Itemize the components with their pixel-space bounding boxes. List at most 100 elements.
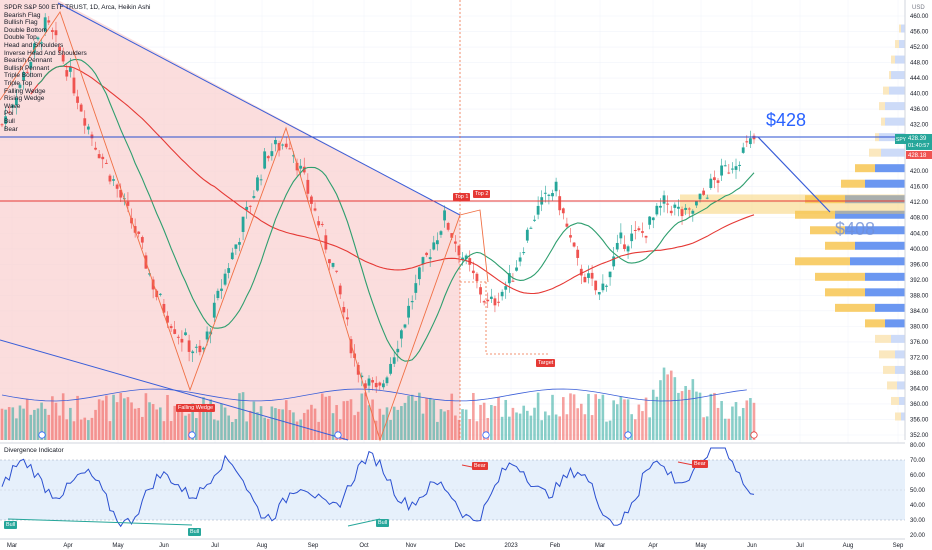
candle-body [608,271,612,278]
event-markers[interactable] [38,431,758,439]
volume-bar [266,418,270,440]
indicator-tick: 60.00 [910,473,926,479]
time-tick: Jul [211,543,219,549]
candle-body [461,257,464,260]
candle-body [317,221,321,226]
candle-body [22,72,25,81]
volume-bar [79,419,83,440]
volume-bar [414,400,418,440]
candle-body [738,164,742,166]
candle-body [58,46,61,51]
pattern-item: Inverse Head And Shoulders [4,49,87,57]
volume-bar [338,419,342,440]
candle-body [274,139,277,145]
candle-body [626,246,630,252]
dividend-icon[interactable] [334,431,342,439]
candle-body [482,301,486,303]
volume-bar [256,412,259,440]
candle-body [525,229,529,241]
price-tick: 412.00 [910,200,929,206]
price-axis[interactable]: USD 460.00 456.00 452.00 448.00 444.00 440.00 4… [895,0,932,440]
volume-bar [680,391,684,440]
dividend-icon[interactable] [188,431,196,439]
time-tick: May [112,543,123,549]
dividend-icon[interactable] [38,431,46,439]
candle-body [464,255,468,260]
candle-body [389,363,392,374]
candle-body [40,42,43,44]
bull-divergence-line-2 [347,518,381,527]
volume-bar [479,404,482,440]
earnings-icon[interactable] [750,431,758,439]
candle-body [536,205,540,215]
candle-body [677,206,680,209]
volume-bar [662,367,666,440]
candle-body [256,177,259,191]
volume-bar [295,421,299,440]
price-tick: 444.00 [910,76,929,82]
dividend-icon[interactable] [482,431,490,439]
volume-bar [490,405,493,440]
candle-body [587,273,590,278]
volume-bar [65,419,69,440]
candle-body [140,237,144,243]
time-tick: Mar [7,543,17,549]
volume-profile-bar [895,365,905,374]
candle-body [137,231,141,234]
volume-bar [713,392,716,440]
volume-bar [97,399,101,440]
candle-body [151,279,155,290]
candle-body [561,208,565,214]
volume-bar [623,399,626,440]
volume-bar [673,377,677,440]
candle-body [216,290,220,299]
price-tick: 432.00 [910,123,929,129]
time-tick: Nov [406,543,417,549]
pattern-item: Bull [4,117,15,125]
candle-body [158,293,162,295]
price-tick: 368.00 [910,371,929,377]
candle-body [497,301,500,303]
time-tick: Aug [257,543,268,549]
time-axis[interactable]: Mar Apr May Jun Jul Aug Sep Oct Nov Dec 2023 Feb Mar… [0,538,905,549]
volume-bar [76,395,79,440]
volume-bar [180,410,184,440]
volume-profile-bar [881,148,905,157]
volume-bar [281,409,284,440]
volume-bar [18,405,22,440]
volume-profile-bar [883,86,889,95]
volume-profile-bar [795,257,850,266]
candle-body [356,365,360,375]
candle-body [68,66,72,72]
pattern-item: Rising Wedge [4,95,45,103]
volume-bar [101,400,105,440]
candle-body [749,138,752,145]
volume-bar [421,413,425,440]
dividend-icon[interactable] [624,431,632,439]
candle-body [475,273,479,282]
symbol-tag [895,133,906,144]
volume-profile-bar [835,210,905,219]
bull-label-2: Bull [188,528,202,536]
volume-bar [705,416,709,440]
candle-body [381,383,385,388]
candle-body [648,216,652,225]
volume-bar [666,374,669,440]
volume-profile-bar [825,241,855,250]
volume-bar [230,421,234,440]
volume-bar [346,400,349,440]
pattern-item: Poi [4,110,14,118]
candle-body [360,375,364,378]
volume-bar [396,409,400,440]
candle-body [306,179,310,194]
candle-body [662,195,666,204]
volume-bar [576,408,579,440]
volume-bar [374,420,378,440]
price-tick: 440.00 [910,92,929,98]
volume-bar [353,415,356,440]
price-axis-currency: USD [912,5,925,11]
price-tick: 392.00 [910,278,929,284]
candle-body [579,268,583,276]
candle-body [655,205,659,215]
